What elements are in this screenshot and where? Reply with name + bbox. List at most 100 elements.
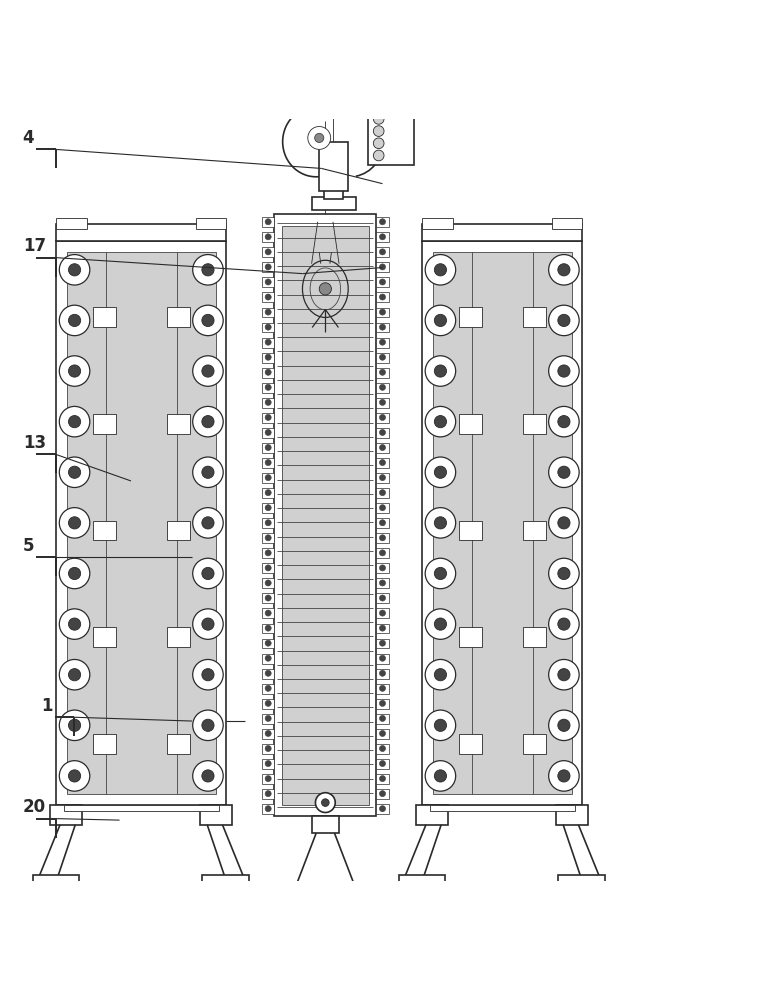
Bar — [262, 383, 275, 393]
Bar — [262, 232, 275, 242]
Bar — [262, 548, 275, 558]
Circle shape — [193, 305, 223, 336]
Circle shape — [379, 761, 386, 767]
Circle shape — [202, 669, 214, 681]
Circle shape — [558, 719, 570, 731]
Bar — [376, 759, 389, 769]
Circle shape — [379, 730, 386, 737]
Circle shape — [265, 324, 272, 330]
Circle shape — [60, 761, 90, 791]
Bar — [262, 368, 275, 378]
Bar — [262, 443, 275, 453]
Circle shape — [265, 384, 272, 390]
Circle shape — [315, 793, 335, 813]
Bar — [376, 277, 389, 287]
Circle shape — [193, 406, 223, 437]
Bar — [93, 627, 116, 647]
Circle shape — [379, 806, 386, 812]
Circle shape — [379, 264, 386, 270]
Circle shape — [60, 255, 90, 285]
Circle shape — [193, 558, 223, 589]
Circle shape — [60, 457, 90, 487]
Circle shape — [379, 685, 386, 691]
Circle shape — [558, 567, 570, 580]
Bar — [262, 593, 275, 603]
Bar — [376, 458, 389, 468]
Text: 17: 17 — [23, 237, 46, 255]
Bar — [376, 714, 389, 724]
Circle shape — [319, 283, 331, 295]
Circle shape — [202, 517, 214, 529]
Circle shape — [373, 126, 384, 136]
Bar — [522, 414, 545, 434]
Circle shape — [379, 625, 386, 631]
Circle shape — [425, 406, 456, 437]
Circle shape — [193, 255, 223, 285]
Bar — [262, 669, 275, 679]
Circle shape — [265, 399, 272, 405]
Circle shape — [379, 595, 386, 601]
Circle shape — [425, 356, 456, 386]
Circle shape — [549, 659, 579, 690]
Bar — [262, 398, 275, 408]
Bar — [376, 774, 389, 784]
Circle shape — [379, 354, 386, 360]
Circle shape — [265, 685, 272, 691]
Bar — [376, 262, 389, 272]
Bar — [93, 414, 116, 434]
Bar — [522, 307, 545, 327]
Bar — [167, 627, 190, 647]
Circle shape — [373, 114, 384, 124]
Bar — [376, 398, 389, 408]
Circle shape — [193, 356, 223, 386]
Circle shape — [558, 466, 570, 478]
Circle shape — [265, 670, 272, 676]
Bar — [376, 593, 389, 603]
Circle shape — [435, 365, 447, 377]
Bar — [376, 624, 389, 633]
Circle shape — [379, 490, 386, 496]
Circle shape — [193, 508, 223, 538]
Circle shape — [265, 715, 272, 721]
Circle shape — [68, 466, 80, 478]
Circle shape — [265, 761, 272, 767]
Circle shape — [265, 264, 272, 270]
Bar — [262, 563, 275, 573]
Circle shape — [379, 324, 386, 330]
Circle shape — [202, 719, 214, 731]
Circle shape — [435, 770, 447, 782]
Circle shape — [68, 517, 80, 529]
Bar — [262, 488, 275, 498]
Circle shape — [425, 558, 456, 589]
Bar — [262, 624, 275, 633]
Bar — [50, 805, 82, 825]
Bar — [376, 744, 389, 754]
Bar — [262, 789, 275, 799]
Bar — [262, 699, 275, 709]
Text: 13: 13 — [23, 434, 46, 452]
Bar — [376, 684, 389, 694]
Circle shape — [265, 279, 272, 285]
Circle shape — [558, 618, 570, 630]
Bar — [522, 627, 545, 647]
Bar — [376, 353, 389, 363]
Bar — [522, 521, 545, 540]
Bar — [262, 338, 275, 348]
Circle shape — [68, 618, 80, 630]
Bar — [262, 759, 275, 769]
Circle shape — [265, 249, 272, 255]
Bar — [262, 714, 275, 724]
Circle shape — [379, 429, 386, 436]
Circle shape — [373, 138, 384, 149]
Bar — [376, 669, 389, 679]
Circle shape — [549, 508, 579, 538]
Circle shape — [314, 133, 324, 143]
Circle shape — [317, 85, 326, 94]
Circle shape — [379, 580, 386, 586]
Circle shape — [193, 609, 223, 639]
Circle shape — [202, 567, 214, 580]
Circle shape — [379, 369, 386, 375]
Circle shape — [265, 595, 272, 601]
Circle shape — [60, 406, 90, 437]
Bar — [282, 226, 369, 805]
